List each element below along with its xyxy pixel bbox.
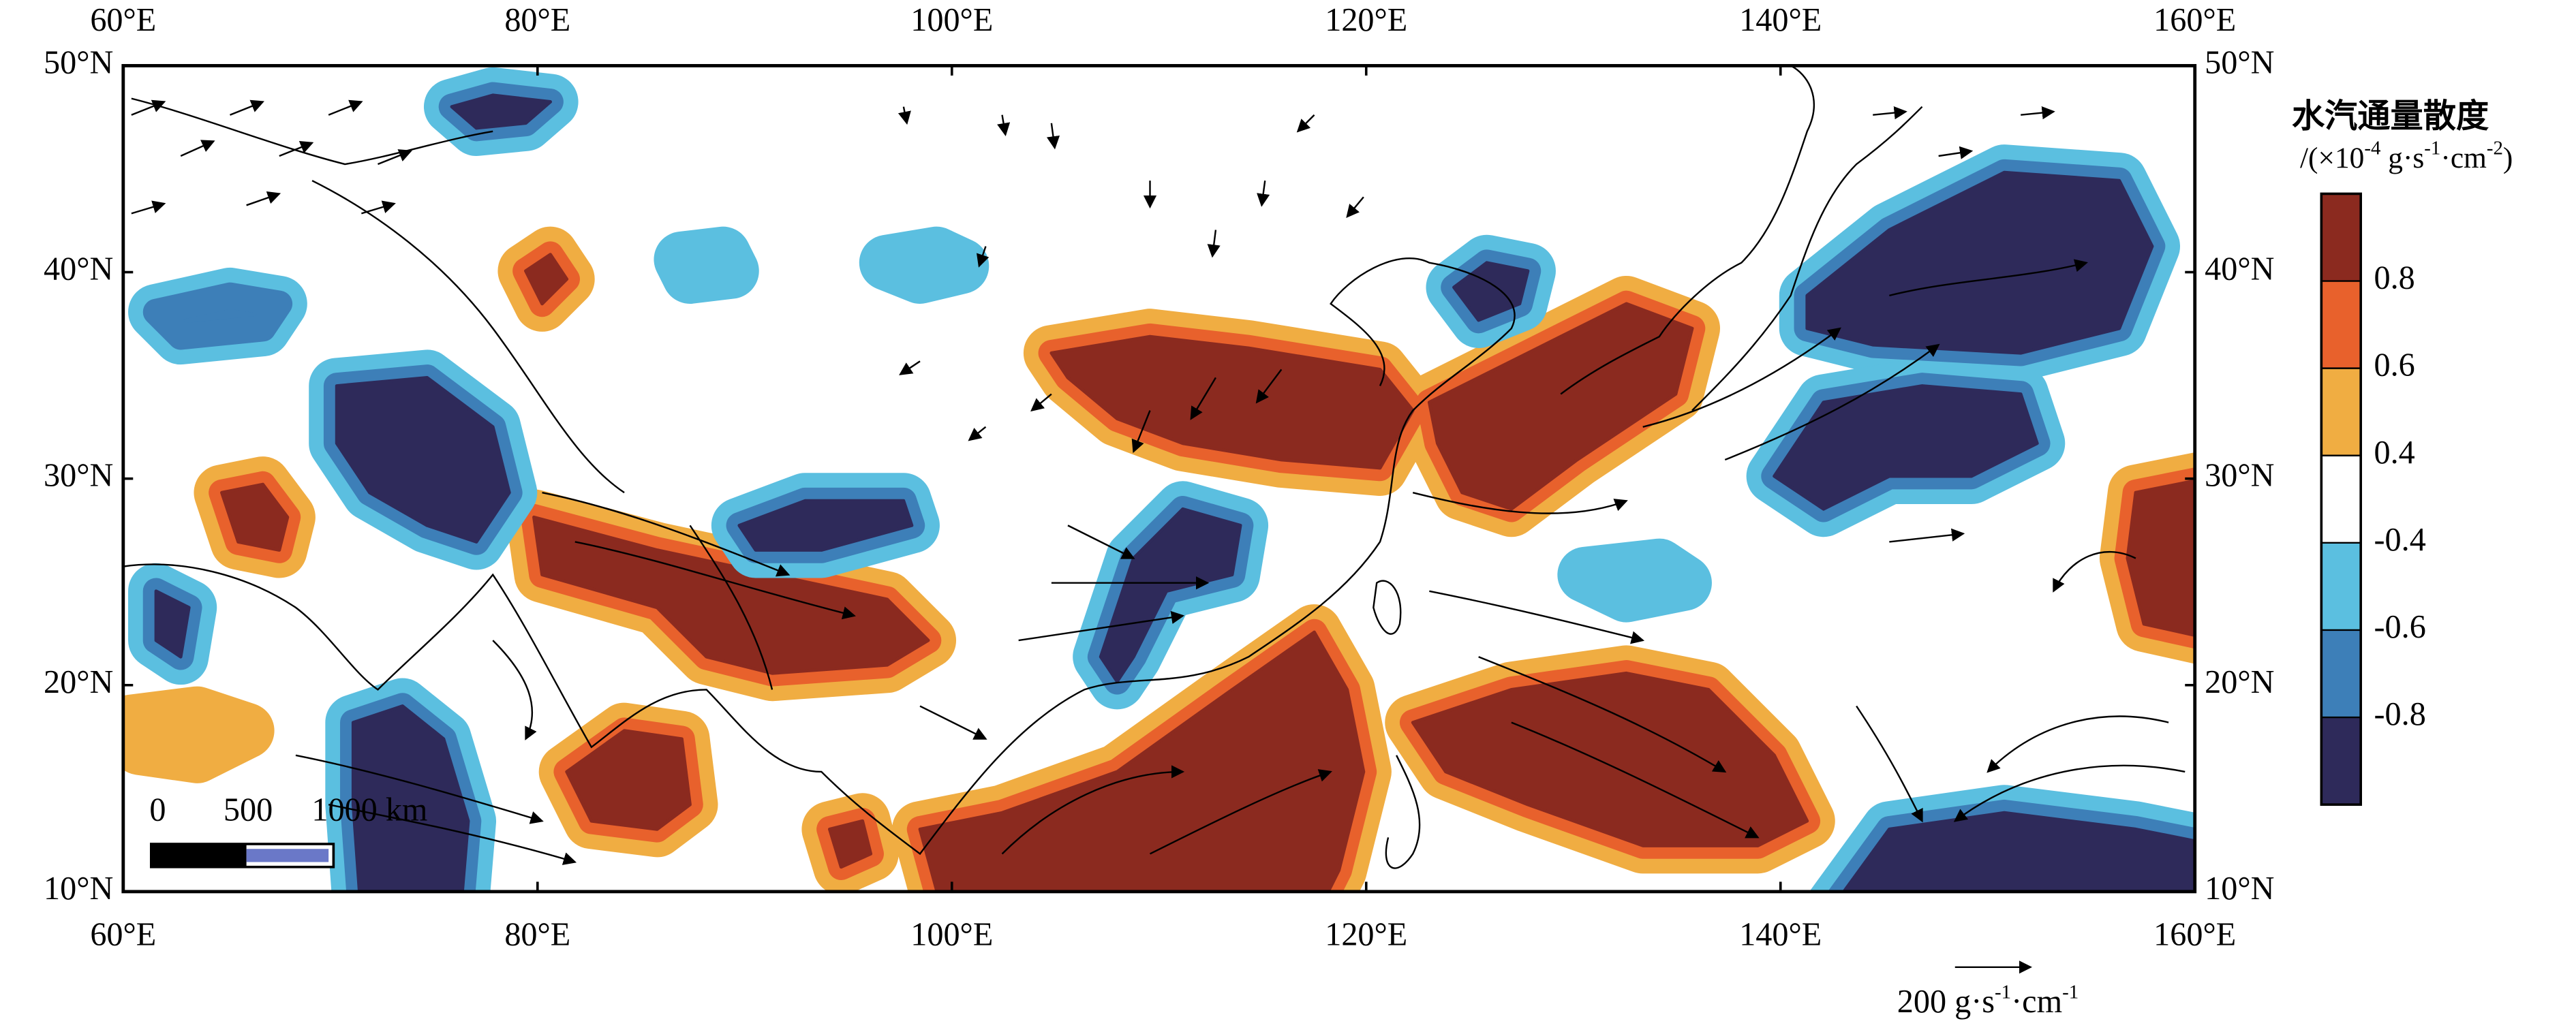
label-part: 200 g·s xyxy=(1897,984,1995,1020)
y-tick-label: 40°N xyxy=(44,251,113,287)
x-tick-label: 80°E xyxy=(504,2,570,38)
colorbar-tick-label: 0.4 xyxy=(2374,435,2414,471)
scale-bar-label: 0 xyxy=(149,792,166,828)
colorbar-frame xyxy=(2320,192,2363,806)
scale-bar-label: 1000 km xyxy=(311,792,427,828)
label-part: ·cm xyxy=(2011,984,2062,1020)
flux-vectors xyxy=(131,99,2186,865)
unit-sup: -2 xyxy=(2487,137,2503,159)
x-tick-label: 60°E xyxy=(90,2,156,38)
x-tick-label: 120°E xyxy=(1325,916,1407,952)
x-tick-label: 100°E xyxy=(910,2,993,38)
y-tick-label: 20°N xyxy=(44,664,113,700)
colorbar-box xyxy=(2321,455,2361,543)
colorbar-box xyxy=(2321,193,2361,281)
contour-fill xyxy=(123,65,2218,919)
y-tick-label: 30°N xyxy=(2205,458,2274,494)
x-tick-label: 140°E xyxy=(1739,2,1822,38)
colorbar-tick-label: -0.4 xyxy=(2374,522,2425,558)
unit-part: ) xyxy=(2503,142,2513,174)
colorbar-tick-label: -0.6 xyxy=(2374,609,2425,645)
unit-sup: -4 xyxy=(2364,137,2380,159)
colorbar-tick-label: -0.8 xyxy=(2374,696,2425,732)
colorbar-box xyxy=(2321,281,2361,369)
x-tick-label: 60°E xyxy=(90,916,156,952)
scale-bar: 0 500 1000 km xyxy=(149,792,427,869)
y-tick-label: 30°N xyxy=(44,458,113,494)
x-tick-label: 80°E xyxy=(504,916,570,952)
coastlines xyxy=(123,65,1923,869)
colorbar-box xyxy=(2321,717,2361,805)
scale-bar-label: 500 xyxy=(224,792,273,828)
y-tick-label: 50°N xyxy=(2205,44,2274,80)
scale-bar-segment xyxy=(151,843,247,867)
axes: 60°E 60°E 80°E 80°E 100°E 100°E 120°E 120°E 140°… xyxy=(44,2,2274,953)
colorbar-box xyxy=(2321,542,2361,630)
reference-label: 200 g·s-1·cm-1 xyxy=(1897,981,2079,1020)
colorbar: 0.8 0.6 0.4 -0.4 -0.6 -0.8 xyxy=(2320,192,2426,806)
legend: 水汽通量散度 /(×10-4 g·s-1·cm-2) 0.8 0.6 0.4 -0.4… xyxy=(2292,97,2513,806)
legend-unit: /(×10-4 g·s-1·cm-2) xyxy=(2300,137,2513,174)
reference-vector: 200 g·s-1·cm-1 xyxy=(1897,960,2079,1020)
y-tick-label: 20°N xyxy=(2205,664,2274,700)
y-tick-label: 40°N xyxy=(2205,251,2274,287)
y-tick-label: 10°N xyxy=(2205,871,2274,907)
x-tick-label: 120°E xyxy=(1325,2,1407,38)
legend-title: 水汽通量散度 xyxy=(2292,97,2489,136)
label-sup: -1 xyxy=(2062,981,2079,1003)
unit-sup: -1 xyxy=(2424,137,2440,159)
x-tick-label: 100°E xyxy=(910,916,993,952)
x-tick-label: 160°E xyxy=(2153,2,2236,38)
y-tick-label: 10°N xyxy=(44,871,113,907)
colorbar-tick-label: 0.8 xyxy=(2374,260,2414,296)
label-sup: -1 xyxy=(1995,981,2011,1003)
colorbar-tick-label: 0.6 xyxy=(2374,347,2414,384)
x-tick-label: 160°E xyxy=(2153,916,2236,952)
colorbar-box xyxy=(2321,629,2361,718)
x-tick-label: 140°E xyxy=(1739,916,1822,952)
unit-part: ·cm xyxy=(2440,142,2487,174)
unit-part: g·s xyxy=(2380,142,2424,174)
colorbar-box xyxy=(2321,368,2361,456)
unit-part: /(×10 xyxy=(2300,142,2364,174)
y-tick-label: 50°N xyxy=(44,44,113,80)
scale-bar-segment xyxy=(246,849,329,862)
